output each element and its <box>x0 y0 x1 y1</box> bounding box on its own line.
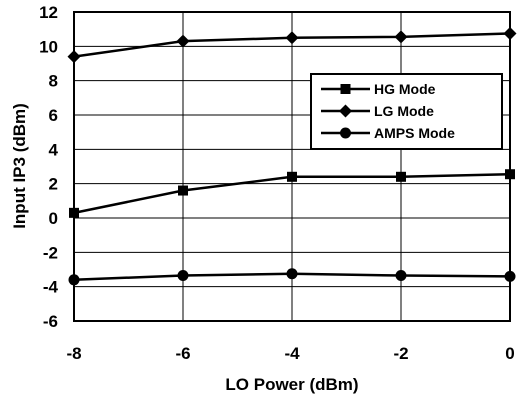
series-lg-mode <box>67 26 517 64</box>
legend-entry: AMPS Mode <box>321 125 455 141</box>
tick-labels: -6 -4 -2 0 2 4 6 8 10 12 -8 -6 -4 -2 0 <box>39 3 515 363</box>
y-tick-label: 6 <box>49 106 58 125</box>
data-point <box>69 207 79 218</box>
data-point <box>287 171 297 182</box>
y-tick-label: 12 <box>39 3 58 22</box>
series-hg-mode <box>69 169 515 218</box>
y-tick-label: -4 <box>43 278 59 297</box>
y-tick-label: -2 <box>43 243 58 262</box>
y-axis-title: Input IP3 (dBm) <box>10 103 29 229</box>
legend-marker <box>340 127 351 139</box>
series-lines <box>67 26 517 286</box>
data-point <box>178 185 188 196</box>
data-point <box>503 26 517 40</box>
legend-label: HG Mode <box>374 81 436 97</box>
legend-entry: LG Mode <box>321 103 434 119</box>
plot-area <box>73 11 511 322</box>
y-tick-label: 0 <box>49 209 58 228</box>
legend-marker <box>339 104 352 118</box>
y-tick-label: 2 <box>49 175 58 194</box>
x-tick-label: 0 <box>505 344 514 363</box>
data-point <box>505 169 515 180</box>
y-tick-label: 4 <box>49 140 59 159</box>
legend: HG Mode LG Mode AMPS Mode <box>310 73 503 150</box>
x-tick-label: -8 <box>66 344 81 363</box>
data-point <box>177 270 189 282</box>
y-tick-label: 8 <box>49 72 58 91</box>
data-point <box>67 50 81 64</box>
data-point <box>395 270 407 282</box>
data-point <box>504 270 516 282</box>
legend-label: AMPS Mode <box>374 125 455 141</box>
y-tick-label: 10 <box>39 37 58 56</box>
data-point <box>286 268 298 280</box>
x-axis-title: LO Power (dBm) <box>225 375 358 394</box>
x-tick-label: -2 <box>393 344 408 363</box>
data-point <box>176 34 190 48</box>
series-amps-mode <box>68 268 516 286</box>
data-point <box>285 31 299 45</box>
legend-marker <box>340 84 351 94</box>
legend-entry: HG Mode <box>321 81 436 97</box>
x-tick-label: -6 <box>175 344 190 363</box>
data-point <box>68 274 80 286</box>
x-tick-label: -4 <box>284 344 300 363</box>
legend-label: LG Mode <box>374 103 434 119</box>
data-point <box>396 171 406 182</box>
y-tick-label: -6 <box>43 312 58 331</box>
data-point <box>394 30 408 44</box>
